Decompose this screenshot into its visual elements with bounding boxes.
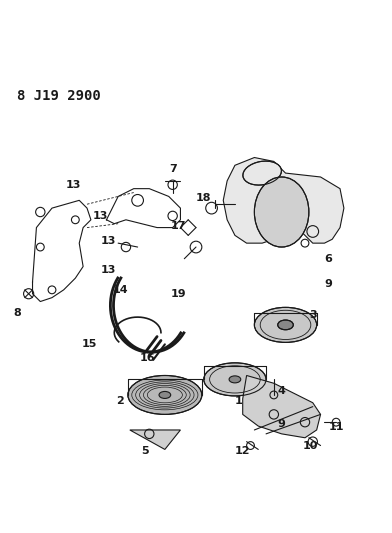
Text: 13: 13 bbox=[101, 236, 116, 246]
Text: 5: 5 bbox=[142, 446, 149, 456]
Text: 18: 18 bbox=[196, 193, 212, 204]
Ellipse shape bbox=[254, 177, 309, 247]
Text: 13: 13 bbox=[93, 211, 108, 221]
Text: 16: 16 bbox=[140, 353, 155, 363]
Ellipse shape bbox=[229, 376, 241, 383]
Text: 7: 7 bbox=[169, 164, 176, 174]
Polygon shape bbox=[130, 430, 180, 449]
Text: 10: 10 bbox=[303, 441, 319, 450]
Text: 17: 17 bbox=[171, 221, 186, 231]
Text: 19: 19 bbox=[171, 289, 186, 298]
Ellipse shape bbox=[159, 391, 171, 399]
Text: 9: 9 bbox=[325, 279, 332, 289]
Text: 11: 11 bbox=[328, 422, 344, 432]
Text: 6: 6 bbox=[325, 254, 332, 264]
Text: 13: 13 bbox=[66, 180, 81, 190]
Ellipse shape bbox=[254, 308, 317, 342]
Text: 9: 9 bbox=[278, 419, 285, 429]
Text: 3: 3 bbox=[309, 310, 317, 320]
Text: 2: 2 bbox=[116, 396, 124, 406]
Ellipse shape bbox=[128, 375, 202, 414]
Ellipse shape bbox=[243, 161, 281, 185]
Text: 8: 8 bbox=[13, 308, 21, 318]
Text: 1: 1 bbox=[235, 396, 243, 406]
Text: 14: 14 bbox=[112, 285, 128, 295]
Text: 15: 15 bbox=[81, 340, 97, 349]
Text: 4: 4 bbox=[278, 386, 285, 396]
Ellipse shape bbox=[278, 320, 293, 330]
Text: 13: 13 bbox=[101, 265, 116, 276]
Polygon shape bbox=[243, 375, 321, 438]
Text: 12: 12 bbox=[235, 446, 250, 456]
Text: 8 J19 2900: 8 J19 2900 bbox=[17, 90, 101, 103]
Ellipse shape bbox=[204, 363, 266, 396]
Polygon shape bbox=[223, 158, 344, 243]
